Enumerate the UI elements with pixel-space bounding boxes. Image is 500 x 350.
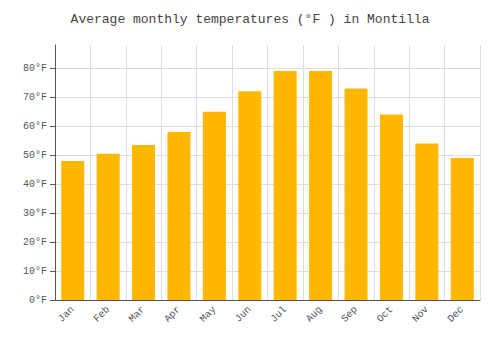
svg-text:30°F: 30°F	[23, 208, 47, 219]
svg-text:Jun: Jun	[233, 304, 253, 324]
svg-text:10°F: 10°F	[23, 266, 47, 277]
svg-text:50°F: 50°F	[23, 150, 47, 161]
svg-text:Sep: Sep	[339, 304, 359, 324]
svg-text:Jul: Jul	[269, 304, 289, 324]
svg-text:70°F: 70°F	[23, 92, 47, 103]
svg-text:Apr: Apr	[162, 304, 182, 324]
svg-text:Dec: Dec	[446, 304, 466, 324]
svg-text:40°F: 40°F	[23, 179, 47, 190]
svg-text:May: May	[198, 304, 218, 324]
svg-text:0°F: 0°F	[29, 295, 47, 306]
svg-text:Average monthly temperatures (: Average monthly temperatures (°F ) in Mo…	[71, 12, 430, 27]
svg-text:60°F: 60°F	[23, 121, 47, 132]
svg-text:20°F: 20°F	[23, 237, 47, 248]
svg-text:Mar: Mar	[127, 304, 147, 324]
svg-text:Aug: Aug	[304, 304, 324, 324]
svg-text:Jan: Jan	[56, 304, 76, 324]
svg-text:Nov: Nov	[410, 304, 430, 324]
svg-text:Oct: Oct	[375, 304, 395, 324]
svg-text:Feb: Feb	[92, 304, 112, 324]
svg-text:80°F: 80°F	[23, 63, 47, 74]
